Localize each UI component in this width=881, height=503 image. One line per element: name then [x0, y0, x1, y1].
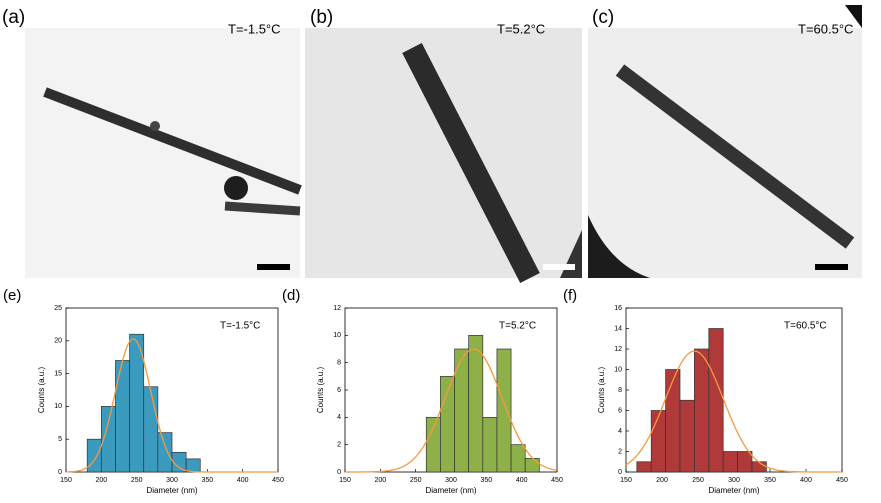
panel-label: (b) [310, 7, 333, 28]
temperature-label: T=60.5°C [784, 321, 827, 332]
bar [650, 410, 666, 473]
y-tick-label: 25 [54, 305, 62, 312]
y-tick-label: 8 [337, 360, 341, 367]
x-tick-label: 200 [95, 477, 107, 484]
bar [737, 451, 753, 473]
y-tick-label: 15 [54, 370, 62, 377]
x-tick-label: 300 [445, 477, 457, 484]
temperature-label: T=-1.5°C [228, 21, 281, 36]
panel-label: (e) [3, 287, 21, 304]
x-tick-label: 250 [131, 477, 143, 484]
bar [722, 451, 738, 473]
panel-label: (d) [282, 287, 300, 304]
x-tick-label: 450 [551, 477, 563, 484]
x-tick-label: 200 [656, 477, 668, 484]
fit-curve [625, 350, 842, 473]
y-tick-label: 16 [614, 305, 622, 312]
x-tick-label: 400 [800, 477, 812, 484]
bar [425, 416, 441, 473]
temperature-label: T=5.2°C [499, 321, 536, 332]
y-tick-label: 20 [54, 338, 62, 345]
bar [694, 348, 710, 473]
y-tick-label: 0 [337, 469, 341, 476]
bar [636, 461, 652, 473]
bar [115, 360, 130, 473]
x-tick-label: 350 [480, 477, 492, 484]
x-axis-label: Diameter (nm) [425, 486, 476, 495]
x-tick-label: 300 [728, 477, 740, 484]
bar [482, 416, 498, 473]
y-tick-label: 10 [333, 332, 341, 339]
y-tick-label: 5 [58, 436, 62, 443]
x-tick-label: 400 [516, 477, 528, 484]
x-tick-label: 300 [166, 477, 178, 484]
panel-label: (a) [2, 7, 25, 28]
tem-image-c [588, 5, 862, 278]
x-tick-label: 200 [374, 477, 386, 484]
y-tick-label: 14 [614, 325, 622, 332]
bar [679, 399, 695, 473]
y-tick-label: 0 [58, 469, 62, 476]
bar [524, 457, 540, 473]
y-tick-label: 2 [618, 448, 622, 455]
x-axis-label: Diameter (nm) [708, 486, 759, 495]
bar [454, 348, 470, 473]
bar [468, 334, 484, 473]
bar [185, 458, 201, 473]
bar [143, 386, 159, 473]
x-tick-label: 250 [410, 477, 422, 484]
bar [708, 328, 724, 473]
bar [157, 432, 173, 473]
x-axis-label: Diameter (nm) [146, 486, 197, 495]
bar [665, 369, 681, 473]
temperature-label: T=-1.5°C [220, 321, 260, 332]
y-tick-label: 6 [618, 407, 622, 414]
y-tick-label: 10 [54, 403, 62, 410]
bar [86, 438, 102, 473]
x-tick-label: 150 [620, 477, 632, 484]
x-tick-label: 150 [60, 477, 72, 484]
x-tick-label: 150 [339, 477, 351, 484]
temperature-label: T=5.2°C [497, 21, 545, 36]
x-tick-label: 450 [836, 477, 848, 484]
y-tick-label: 4 [618, 428, 622, 435]
fit-curve [66, 338, 278, 473]
bar [751, 461, 767, 473]
y-tick-label: 8 [618, 387, 622, 394]
tem-image-a [25, 28, 302, 278]
bar [510, 444, 526, 473]
y-tick-label: 12 [333, 305, 341, 312]
y-tick-label: 4 [337, 414, 341, 421]
y-axis-label: Counts (a.u.) [37, 367, 46, 414]
x-tick-label: 350 [201, 477, 213, 484]
panel-label: (f) [563, 287, 577, 304]
y-tick-label: 12 [614, 346, 622, 353]
y-tick-label: 10 [614, 366, 622, 373]
y-tick-label: 6 [337, 387, 341, 394]
panel-label: (c) [592, 7, 614, 28]
y-tick-label: 0 [618, 469, 622, 476]
y-tick-label: 2 [337, 442, 341, 449]
y-axis-label: Counts (a.u.) [316, 367, 325, 414]
x-tick-label: 450 [272, 477, 284, 484]
x-tick-label: 400 [237, 477, 249, 484]
temperature-label: T=60.5°C [798, 21, 853, 36]
tem-image-b [305, 28, 582, 284]
x-tick-label: 250 [692, 477, 704, 484]
y-axis-label: Counts (a.u.) [597, 367, 606, 414]
x-tick-label: 350 [764, 477, 776, 484]
fit-curve [345, 348, 558, 473]
bar [496, 348, 512, 473]
